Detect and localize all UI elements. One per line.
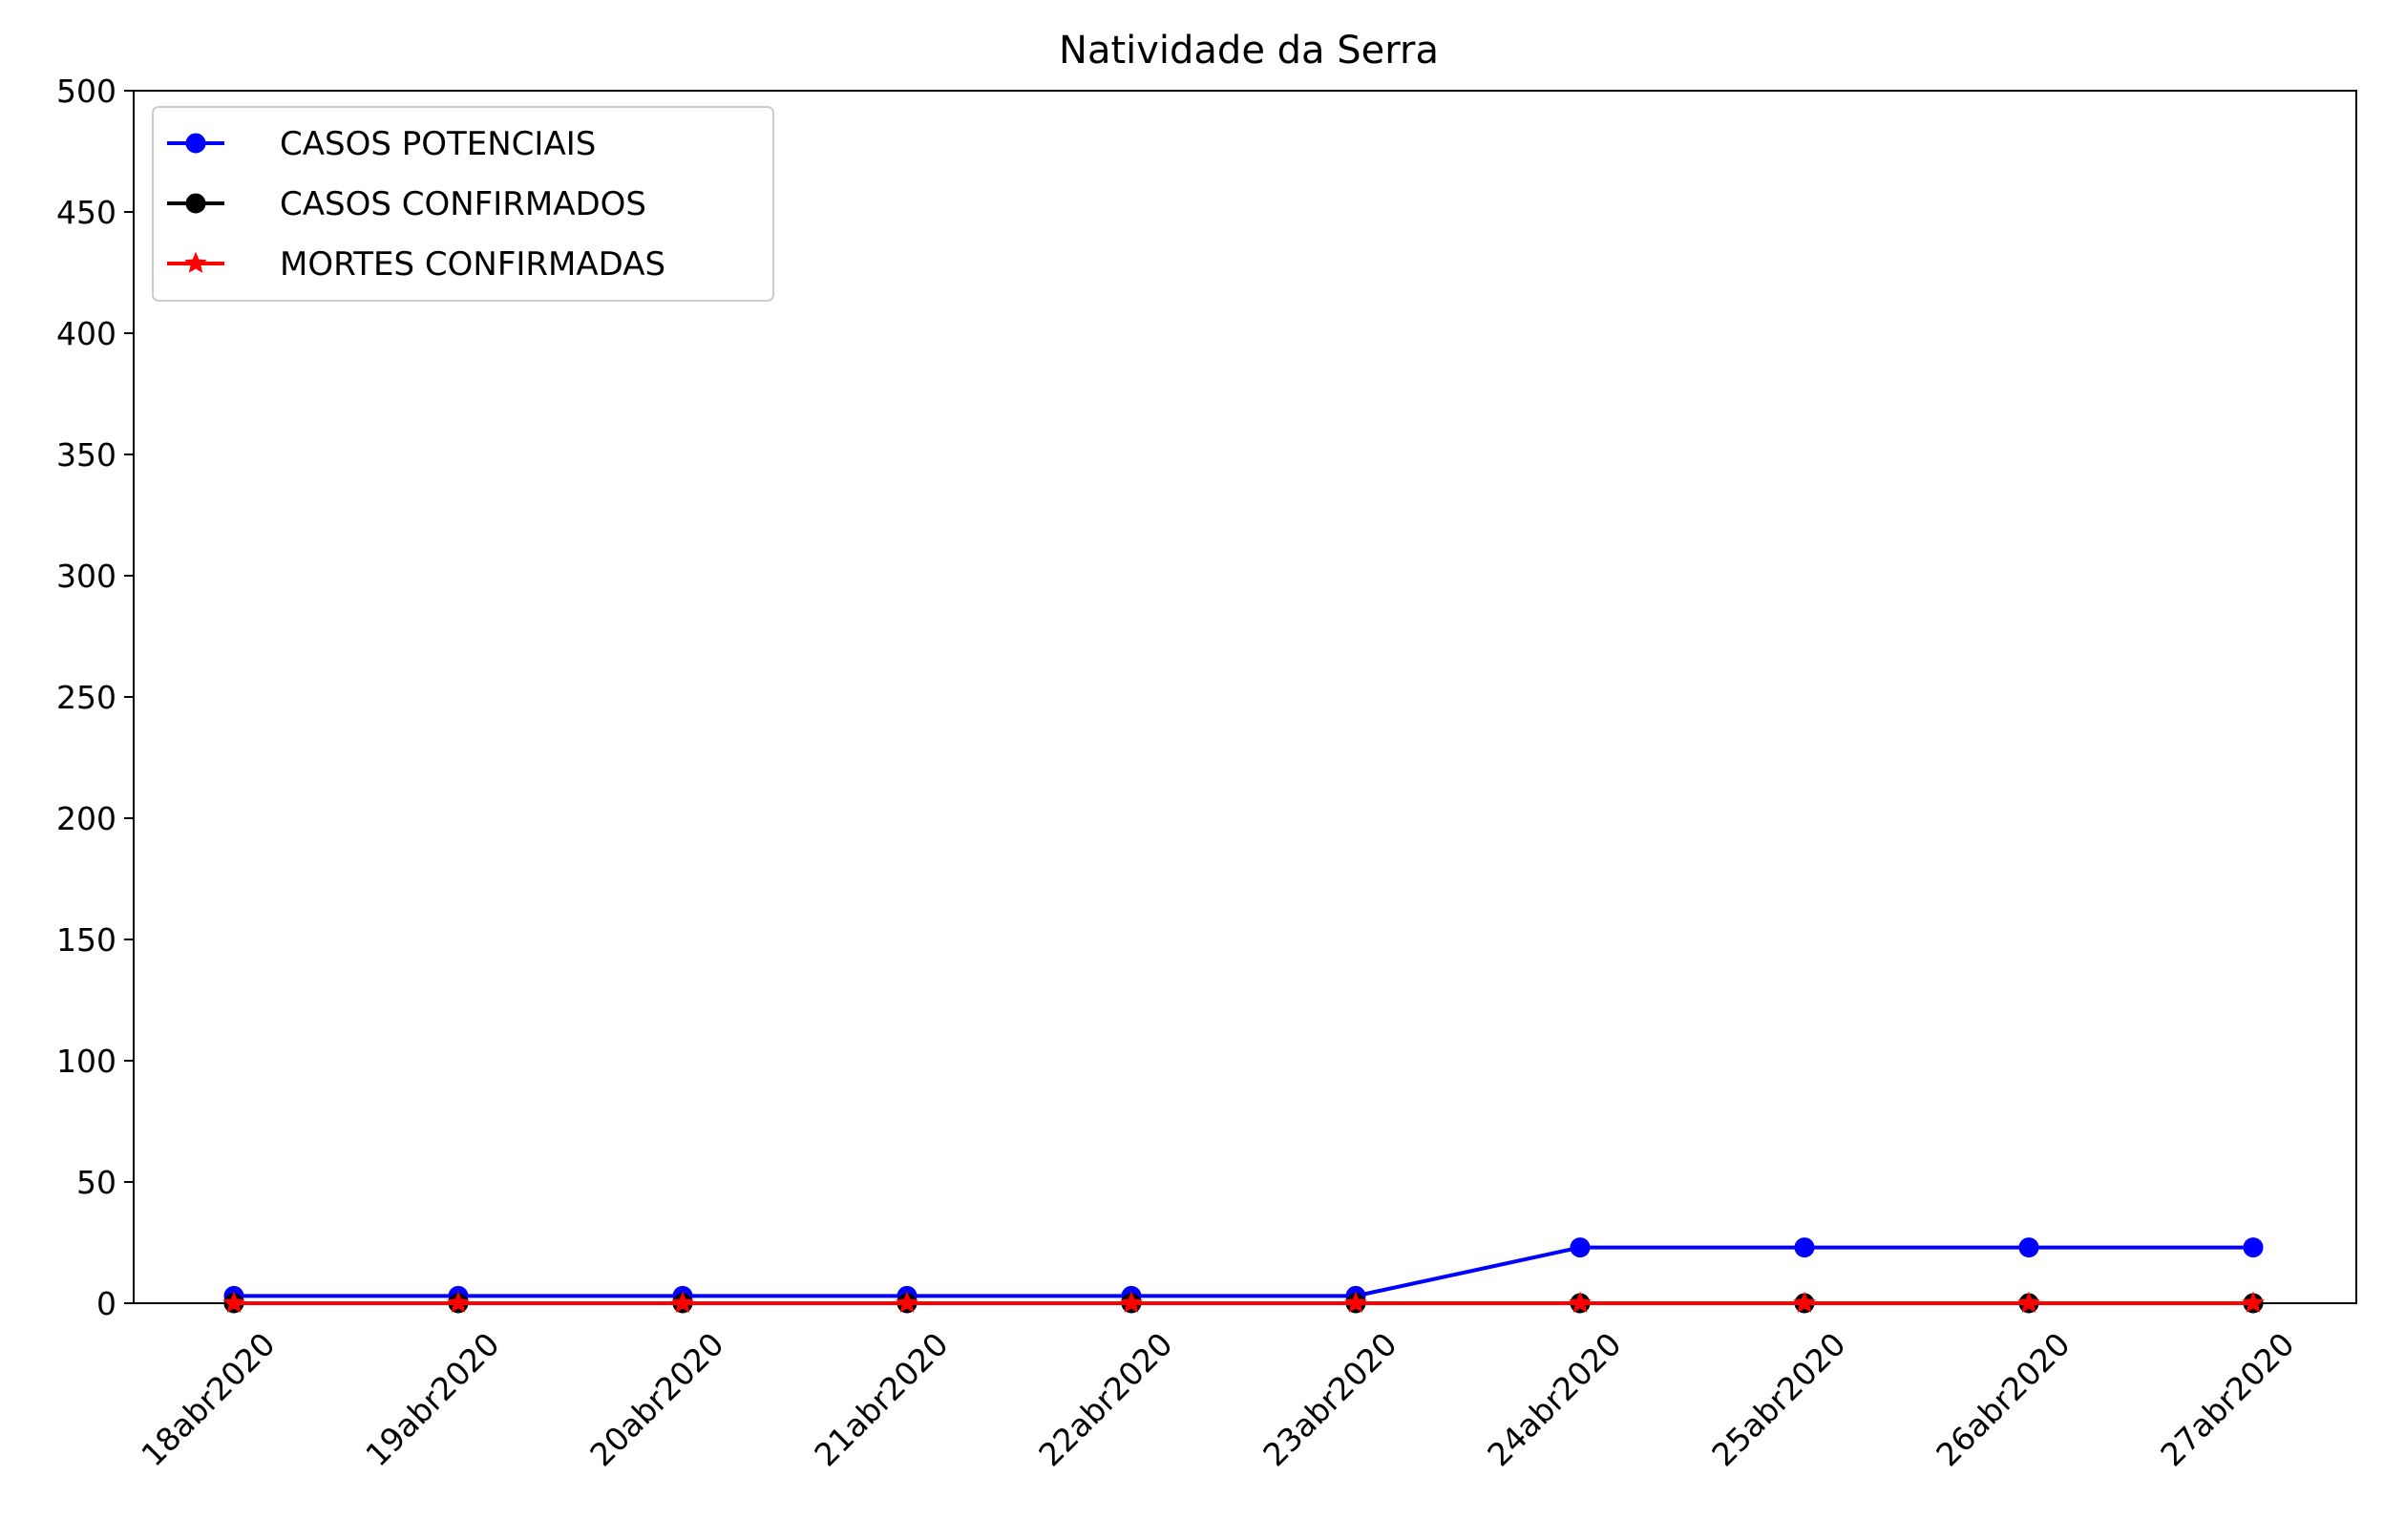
x-tick-label: 18abr2020 bbox=[134, 1325, 282, 1473]
legend-item: MORTES CONFIRMADAS bbox=[167, 245, 665, 284]
y-tick-label: 250 bbox=[56, 679, 116, 716]
legend-item: CASOS POTENCIAIS bbox=[167, 125, 596, 163]
x-tick-label: 24abr2020 bbox=[1480, 1325, 1628, 1473]
legend-marker bbox=[184, 251, 207, 273]
data-point bbox=[2017, 1291, 2040, 1313]
legend-item: CASOS CONFIRMADOS bbox=[167, 185, 646, 223]
data-point bbox=[1570, 1237, 1591, 1258]
legend-marker bbox=[185, 133, 206, 154]
y-tick-label: 100 bbox=[56, 1043, 116, 1080]
y-tick-label: 50 bbox=[76, 1164, 116, 1201]
x-tick-label: 22abr2020 bbox=[1031, 1325, 1179, 1473]
legend-label: MORTES CONFIRMADAS bbox=[280, 245, 665, 284]
y-tick-label: 150 bbox=[56, 921, 116, 959]
series-1 bbox=[223, 1237, 2264, 1306]
series-layer bbox=[222, 1237, 2265, 1314]
y-tick-label: 400 bbox=[56, 315, 116, 352]
series-line bbox=[234, 1245, 2253, 1298]
x-tick-label: 23abr2020 bbox=[1255, 1325, 1403, 1473]
chart-title: Natividade da Serra bbox=[1059, 29, 1439, 73]
legend: CASOS POTENCIAIS CASOS CONFIRMADOS MORTES … bbox=[152, 106, 774, 302]
x-tick-label: 26abr2020 bbox=[1929, 1325, 2077, 1473]
y-tick-label: 450 bbox=[56, 194, 116, 231]
x-tick-label: 25abr2020 bbox=[1704, 1325, 1852, 1473]
legend-marker bbox=[185, 193, 206, 214]
data-point bbox=[671, 1291, 694, 1313]
y-tick-label: 350 bbox=[56, 436, 116, 474]
y-tick-label: 0 bbox=[96, 1285, 116, 1322]
y-axis: 0 50 100 150 200 250 300 350 400 450 500 bbox=[56, 73, 134, 1322]
y-tick-label: 300 bbox=[56, 558, 116, 595]
data-point bbox=[1344, 1291, 1367, 1313]
data-point bbox=[2243, 1237, 2264, 1258]
legend-box bbox=[152, 106, 774, 302]
data-point bbox=[1794, 1237, 1815, 1258]
series-3 bbox=[222, 1291, 2265, 1313]
data-point bbox=[1120, 1291, 1143, 1313]
y-tick-label: 200 bbox=[56, 800, 116, 837]
data-point bbox=[222, 1291, 245, 1313]
legend-label: CASOS CONFIRMADOS bbox=[280, 185, 646, 223]
data-point bbox=[896, 1291, 918, 1313]
x-tick-label: 27abr2020 bbox=[2153, 1325, 2301, 1473]
data-point bbox=[2242, 1291, 2265, 1313]
data-point bbox=[2018, 1237, 2039, 1258]
x-tick-label: 21abr2020 bbox=[807, 1325, 955, 1473]
legend-label: CASOS POTENCIAIS bbox=[280, 125, 596, 163]
data-point bbox=[447, 1291, 470, 1313]
y-tick-label: 500 bbox=[56, 73, 116, 110]
x-tick-label: 20abr2020 bbox=[582, 1325, 730, 1473]
data-point bbox=[1793, 1291, 1816, 1313]
x-axis: 18abr2020 19abr2020 20abr2020 21abr2020 22ab… bbox=[134, 1303, 2302, 1473]
x-tick-label: 19abr2020 bbox=[358, 1325, 506, 1473]
data-point bbox=[1569, 1291, 1592, 1313]
